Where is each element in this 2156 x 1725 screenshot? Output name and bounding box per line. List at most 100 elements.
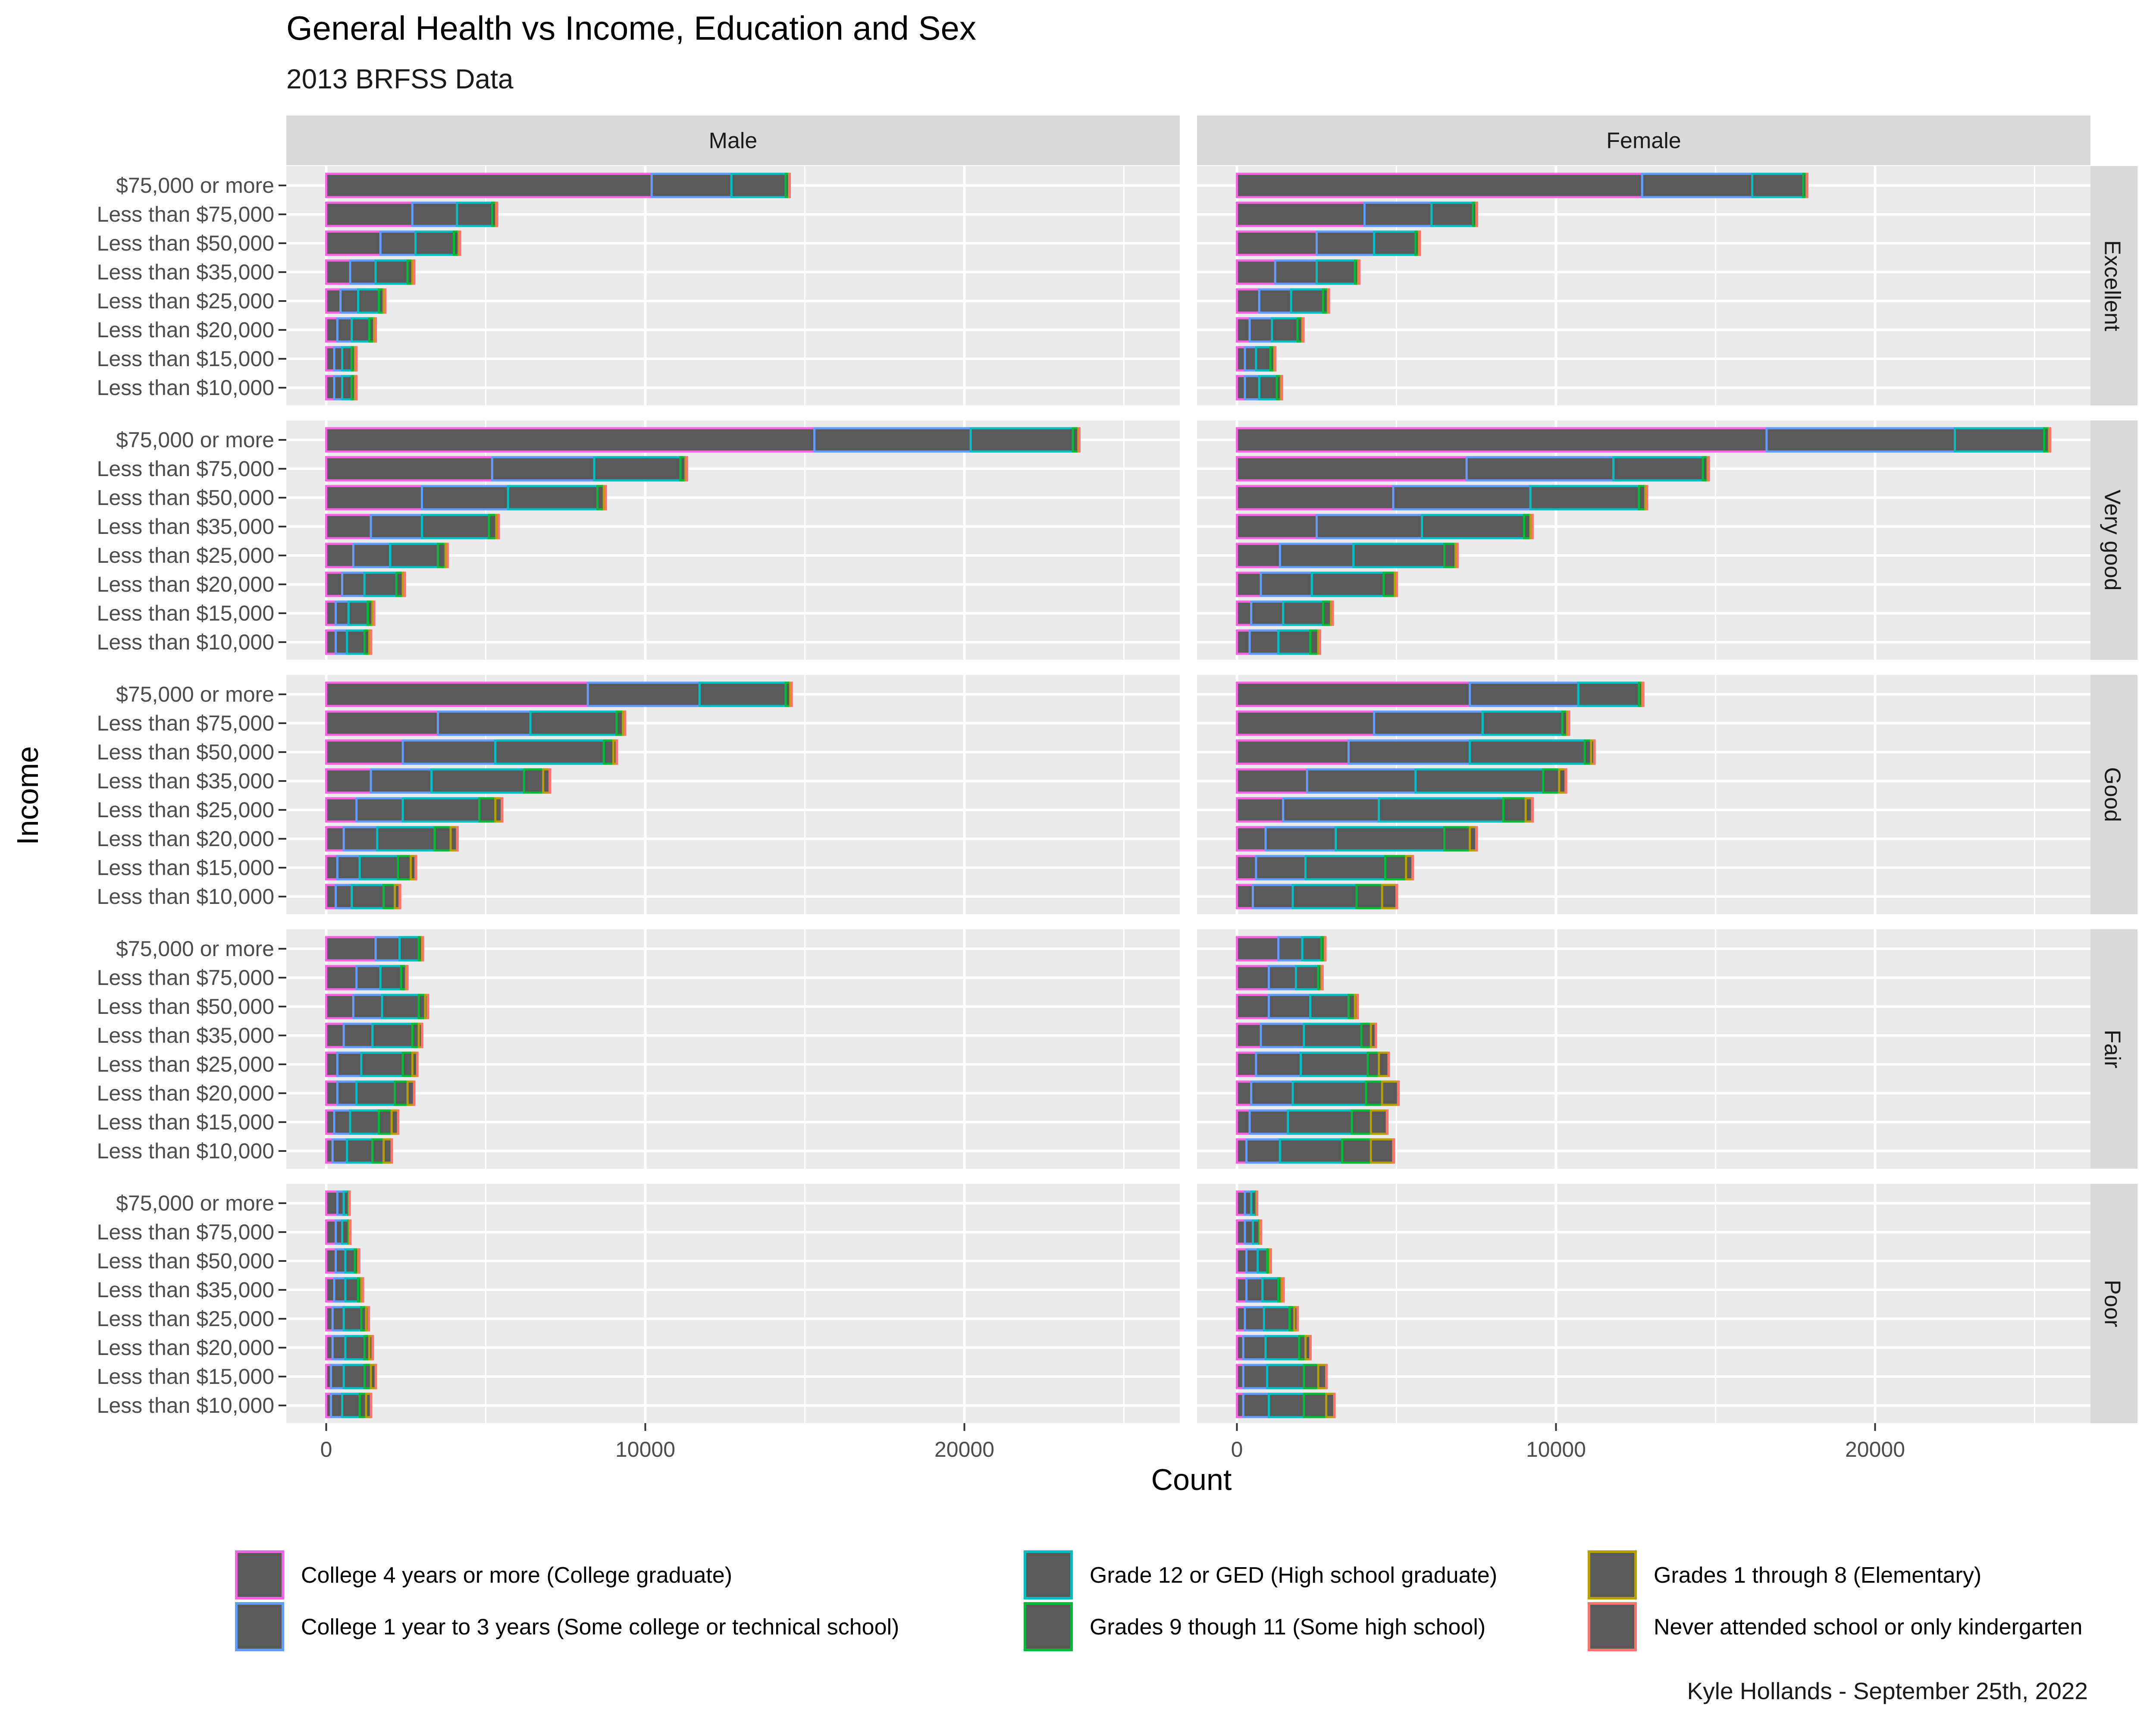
bar-segment-college-1-year-to-3-years-some: [586, 681, 701, 707]
bar-segment-college-4-years-or-more-colleg: [325, 201, 414, 227]
bar-segment-grades-9-though-11-some-high-s: [371, 1138, 385, 1164]
bar-segment-grades-9-though-11-some-high-s: [394, 1080, 409, 1106]
bar-segment-grade-12-or-ged-high-school-gr: [358, 855, 399, 881]
bar-segment-grade-12-or-ged-high-school-gr: [593, 456, 682, 482]
bar-segment-college-1-year-to-3-years-some: [1392, 485, 1532, 511]
bar-segment-college-1-year-to-3-years-some: [1242, 1335, 1267, 1361]
bar-segment-college-1-year-to-3-years-some: [335, 884, 353, 910]
bar-segment-college-4-years-or-more-colleg: [325, 571, 343, 597]
bar-segment-grades-9-though-11-some-high-s: [1303, 1364, 1319, 1389]
panel-fair-female: [1197, 929, 2090, 1169]
panel-background: [286, 929, 1180, 1169]
bar-segment-college-1-year-to-3-years-some: [1242, 1364, 1269, 1389]
bar-segment-college-1-year-to-3-years-some: [370, 768, 433, 794]
bar-segment-grades-9-though-11-some-high-s: [1322, 600, 1332, 626]
bar-segment-college-1-year-to-3-years-some: [335, 1248, 347, 1274]
y-tick-label: Less than $35,000: [97, 1023, 274, 1048]
bar-segment-grades-9-though-11-some-high-s: [602, 739, 615, 765]
x-tick-label: 20000: [1845, 1437, 1905, 1462]
bar-segment-college-1-year-to-3-years-some: [1245, 1248, 1259, 1274]
bar-segment-college-1-year-to-3-years-some: [1465, 456, 1615, 482]
y-tick-label: Less than $35,000: [97, 769, 274, 793]
bar-segment-college-1-year-to-3-years-some: [335, 600, 350, 626]
bar-segment-grade-12-or-ged-high-school-gr: [351, 317, 370, 343]
bar-segment-grade-12-or-ged-high-school-gr: [1279, 1138, 1344, 1164]
bar-segment-grade-12-or-ged-high-school-gr: [376, 826, 436, 852]
bar-segment-college-1-year-to-3-years-some: [1316, 514, 1423, 539]
bar-segment-grades-1-through-8-elementary: [382, 1138, 393, 1164]
bar-segment-college-4-years-or-more-colleg: [1236, 1109, 1251, 1135]
bar-segment-grade-12-or-ged-high-school-gr: [1258, 375, 1278, 401]
bar-segment-grades-9-though-11-some-high-s: [478, 797, 497, 823]
bar-segment-college-4-years-or-more-colleg: [325, 427, 816, 453]
bar-segment-college-4-years-or-more-colleg: [325, 1190, 338, 1216]
x-axes: 0 10000 20000 0 10000 20000: [320, 1423, 1905, 1462]
bar-segment-college-4-years-or-more-colleg: [325, 936, 377, 962]
bar-segment-college-4-years-or-more-colleg: [325, 543, 354, 568]
strip-label-poor: Poor: [2100, 1280, 2125, 1327]
bar-segment-college-4-years-or-more-colleg: [1236, 884, 1254, 910]
panel-poor-male: [286, 1184, 1180, 1423]
bar-segment-grade-12-or-ged-high-school-gr: [730, 172, 787, 198]
legend-key-college-4-years-or-more-colleg: [235, 1550, 284, 1600]
bar-segment-grade-12-or-ged-high-school-gr: [342, 1306, 363, 1332]
y-tick-label: Less than $20,000: [97, 318, 274, 342]
bar-segment-college-1-year-to-3-years-some: [1260, 1022, 1305, 1048]
bar-segment-never-attended-school-or-only-: [1356, 994, 1359, 1019]
bar-segment-college-4-years-or-more-colleg: [325, 884, 337, 910]
bar-segment-grade-12-or-ged-high-school-gr: [344, 1248, 356, 1274]
bar-segment-college-1-year-to-3-years-some: [336, 317, 353, 343]
bar-segment-college-1-year-to-3-years-some: [331, 1306, 345, 1332]
y-tick-label: Less than $25,000: [97, 543, 274, 568]
bar-segment-grades-9-though-11-some-high-s: [1341, 1138, 1372, 1164]
bar-segment-grade-12-or-ged-high-school-gr: [507, 485, 599, 511]
chart-subtitle: 2013 BRFSS Data: [286, 63, 514, 94]
bar-segment-never-attended-school-or-only-: [1707, 456, 1710, 482]
bar-segment-college-4-years-or-more-colleg: [325, 514, 372, 539]
y-axes: $75,000 or more Less than $75,000 Less tha…: [97, 173, 286, 1418]
bar-segment-college-1-year-to-3-years-some: [331, 1138, 348, 1164]
bar-segment-grade-12-or-ged-high-school-gr: [371, 1022, 414, 1048]
bar-segment-grade-12-or-ged-high-school-gr: [1301, 936, 1323, 962]
y-tick-label: Less than $10,000: [97, 1139, 274, 1163]
bar-segment-never-attended-school-or-only-: [355, 346, 358, 372]
panel-background: [286, 1184, 1180, 1423]
bar-segment-grade-12-or-ged-high-school-gr: [421, 514, 490, 539]
bar-segment-never-attended-school-or-only-: [1475, 826, 1478, 852]
bar-segment-grade-12-or-ged-high-school-gr: [355, 1080, 396, 1106]
bar-segment-college-1-year-to-3-years-some: [650, 172, 733, 198]
bar-segment-grade-12-or-ged-high-school-gr: [342, 1364, 366, 1389]
bar-segment-college-1-year-to-3-years-some: [1268, 965, 1297, 991]
bar-segment-college-1-year-to-3-years-some: [336, 1080, 358, 1106]
bar-segment-grades-1-through-8-elementary: [1369, 1109, 1388, 1135]
x-tick-label: 10000: [615, 1437, 675, 1462]
bar-segment-grade-12-or-ged-high-school-gr: [1414, 768, 1545, 794]
bar-segment-grades-9-though-11-some-high-s: [378, 1109, 393, 1135]
bar-segment-college-4-years-or-more-colleg: [1236, 629, 1251, 655]
bar-segment-grades-1-through-8-elementary: [1325, 1393, 1335, 1418]
bar-segment-college-1-year-to-3-years-some: [1242, 1393, 1270, 1418]
bar-segment-grade-12-or-ged-high-school-gr: [1263, 1306, 1291, 1332]
strip-label-good: Good: [2100, 767, 2125, 822]
y-tick-label: Less than $25,000: [97, 289, 274, 313]
panel-poor-female: [1197, 1184, 2090, 1423]
bar-segment-college-4-years-or-more-colleg: [1236, 485, 1395, 511]
strip-very-good: [2088, 420, 2137, 660]
bar-segment-never-attended-school-or-only-: [1078, 427, 1081, 453]
bar-segment-college-4-years-or-more-colleg: [325, 288, 342, 314]
legend-key-grades-1-through-8-elementary: [1588, 1550, 1637, 1600]
bar-segment-college-4-years-or-more-colleg: [1236, 456, 1468, 482]
strip-label-excellent: Excellent: [2100, 240, 2125, 332]
y-tick-label: Less than $10,000: [97, 630, 274, 654]
bar-segment-college-1-year-to-3-years-some: [813, 427, 972, 453]
y-tick-label: Less than $50,000: [97, 486, 274, 510]
bar-segment-college-4-years-or-more-colleg: [1236, 288, 1260, 314]
bar-segment-college-4-years-or-more-colleg: [1236, 317, 1251, 343]
bar-segment-college-1-year-to-3-years-some: [401, 739, 497, 765]
strip-female: [1197, 116, 2090, 165]
bar-segment-college-1-year-to-3-years-some: [1244, 375, 1260, 401]
y-tick-label: Less than $15,000: [97, 1110, 274, 1134]
bar-segment-never-attended-school-or-only-: [1302, 317, 1305, 343]
bar-segment-grade-12-or-ged-high-school-gr: [1309, 994, 1350, 1019]
